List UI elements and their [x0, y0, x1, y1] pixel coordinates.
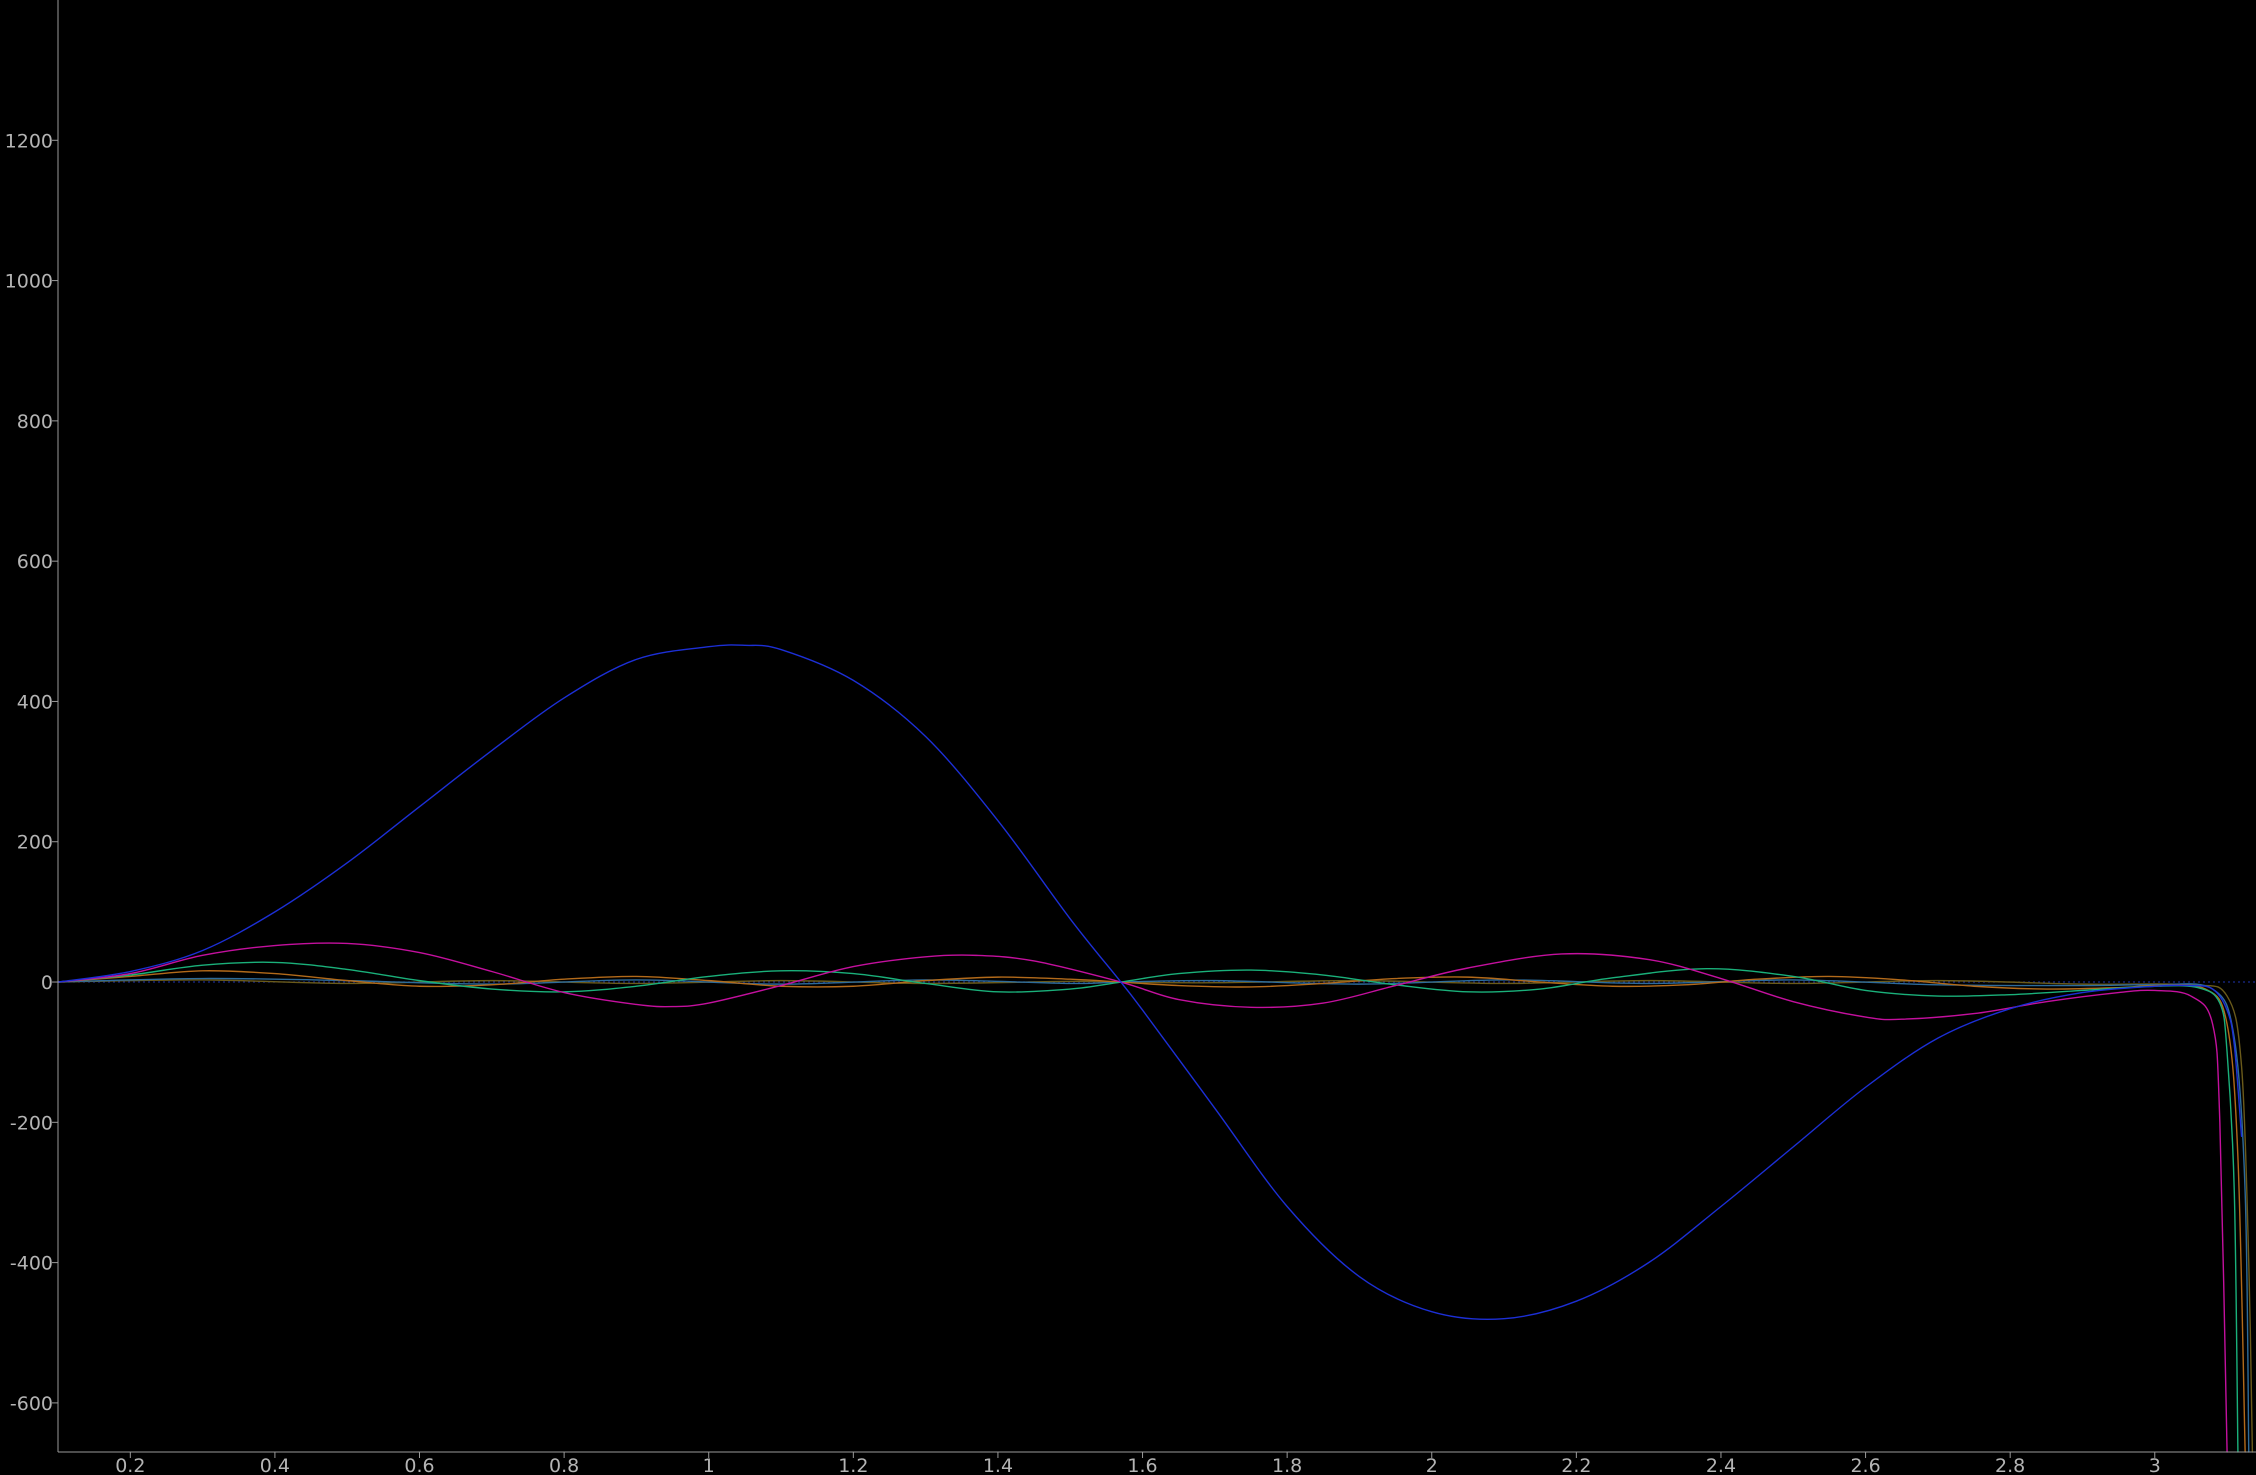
x-tick-label: 2.8: [1995, 1455, 2025, 1475]
y-tick-label: 800: [17, 411, 53, 433]
x-tick-label: 1.8: [1272, 1455, 1302, 1475]
y-tick-label: 1200: [5, 130, 53, 152]
y-axis-ticks: -600 -400 -200 0 200 400 600 800 1000 1200: [5, 130, 58, 1415]
series-layer: [57, 644, 2254, 1453]
y-tick-label: -600: [10, 1393, 53, 1415]
x-tick-label: 1.4: [983, 1455, 1013, 1475]
x-tick-label: 2: [1426, 1455, 1438, 1475]
series-line-2: [57, 942, 2228, 1453]
x-tick-label: 0.2: [115, 1455, 145, 1475]
x-tick-label: 2.4: [1706, 1455, 1736, 1475]
x-tick-label: 0.6: [404, 1455, 434, 1475]
series-line-1: [57, 644, 2243, 1321]
x-axis-ticks: 0.2 0.4 0.6 0.8 1 1.2 1.4 1.6 1.8 2 2.2 2.4 2.6 2.8 3: [115, 1452, 2161, 1475]
y-tick-label: 600: [17, 551, 53, 573]
x-tick-label: 1: [703, 1455, 715, 1475]
y-tick-label: -400: [10, 1253, 53, 1275]
axes: [57, 0, 2256, 1453]
x-tick-label: 3: [2149, 1455, 2161, 1475]
y-tick-label: 0: [41, 972, 53, 994]
y-tick-label: 400: [17, 691, 53, 713]
x-tick-label: 2.6: [1850, 1455, 1880, 1475]
x-tick-label: 0.8: [549, 1455, 579, 1475]
y-tick-label: 1000: [5, 271, 53, 293]
x-tick-label: 0.4: [260, 1455, 290, 1475]
x-tick-label: 1.2: [838, 1455, 868, 1475]
x-tick-label: 1.6: [1127, 1455, 1157, 1475]
y-tick-label: -200: [10, 1112, 53, 1134]
y-tick-label: 200: [17, 832, 53, 854]
x-tick-label: 2.2: [1561, 1455, 1591, 1475]
